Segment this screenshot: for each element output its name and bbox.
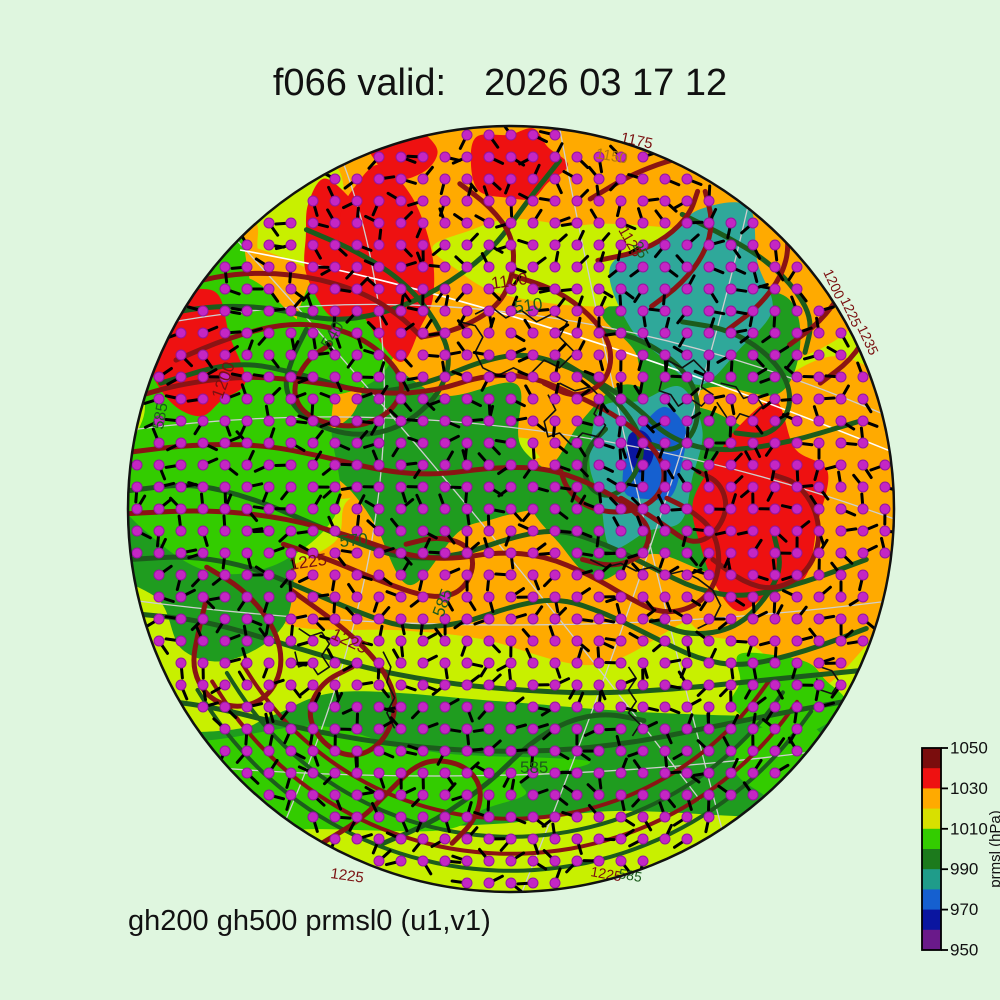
svg-text:1010: 1010	[950, 819, 988, 838]
svg-text:990: 990	[950, 860, 978, 879]
svg-text:970: 970	[950, 900, 978, 919]
svg-text:1050: 1050	[950, 738, 988, 757]
svg-text:510: 510	[513, 294, 544, 317]
svg-text:950: 950	[950, 940, 978, 959]
svg-text:585: 585	[520, 758, 548, 777]
svg-text:prmsl (hPa): prmsl (hPa)	[987, 810, 1000, 888]
svg-text:1030: 1030	[950, 779, 988, 798]
svg-text:570: 570	[339, 530, 369, 551]
